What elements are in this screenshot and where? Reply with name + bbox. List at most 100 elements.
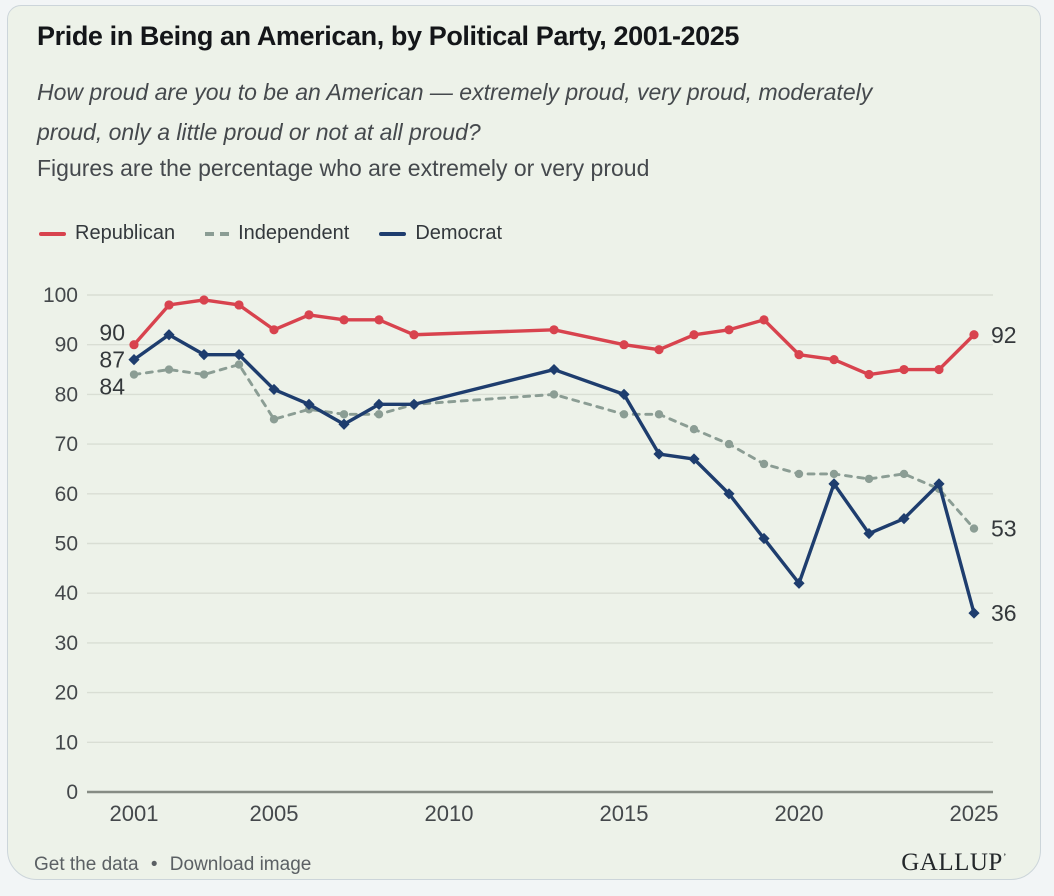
data-point-marker <box>724 325 734 335</box>
y-tick-label: 20 <box>55 682 78 705</box>
data-point-marker <box>549 390 559 399</box>
democrat-line-series <box>128 329 980 619</box>
data-point-marker <box>199 295 209 305</box>
data-point-marker <box>338 418 350 430</box>
data-point-marker <box>828 478 840 490</box>
gallup-trademark: ’ <box>1002 851 1007 864</box>
y-tick-label: 0 <box>66 781 78 804</box>
page-title: Pride in Being an American, by Political… <box>37 21 739 51</box>
data-point-marker <box>933 478 945 490</box>
y-tick-label: 60 <box>55 483 78 506</box>
republican-line-series <box>129 295 979 380</box>
data-point-marker <box>234 360 244 369</box>
y-tick-label: 70 <box>55 433 78 456</box>
subtitle-line-1: How proud are you to be an American — ex… <box>37 79 873 105</box>
data-point-marker <box>829 355 839 365</box>
end-value-label: 53 <box>991 516 1017 542</box>
y-tick-label: 30 <box>55 632 78 655</box>
data-point-marker <box>339 410 349 419</box>
y-tick-label: 90 <box>55 334 78 357</box>
x-tick-label: 2001 <box>110 801 159 826</box>
data-point-marker <box>969 524 979 533</box>
data-point-marker <box>689 424 699 434</box>
data-point-marker <box>269 415 279 424</box>
x-tick-label: 2005 <box>250 801 299 826</box>
x-tick-label: 2025 <box>950 801 999 826</box>
x-axis-labels: 2001 2005 2010 2015 2020 2025 <box>110 801 999 826</box>
data-point-marker <box>304 310 314 320</box>
gallup-logo: GALLUP’ <box>901 849 1007 877</box>
data-point-marker <box>899 469 909 479</box>
data-point-marker <box>759 459 769 469</box>
data-point-marker <box>619 340 629 350</box>
x-tick-label: 2015 <box>600 801 649 826</box>
data-point-marker <box>234 300 244 310</box>
gallup-logo-text: GALLUP <box>901 849 1003 876</box>
x-tick-label: 2020 <box>775 801 824 826</box>
data-point-marker <box>759 315 769 325</box>
data-point-marker <box>374 410 384 419</box>
independent-line-series <box>129 360 979 533</box>
data-point-marker <box>164 300 174 310</box>
x-tick-label: 2010 <box>425 801 474 826</box>
independent-line-swatch-icon <box>205 231 230 236</box>
y-tick-label: 80 <box>55 383 78 406</box>
data-point-marker <box>724 439 734 449</box>
legend-item-democrat: Democrat <box>379 222 502 245</box>
footer-separator: • <box>150 854 158 875</box>
data-point-marker <box>548 363 560 376</box>
data-point-marker <box>968 607 980 619</box>
y-tick-label: 40 <box>55 582 78 605</box>
chart-footer: Get the data • Download image GALLUP’ <box>34 849 1007 877</box>
data-point-marker <box>863 527 875 540</box>
data-point-marker <box>654 410 664 419</box>
data-point-marker <box>898 513 910 525</box>
legend-label-republican: Republican <box>75 222 176 244</box>
data-point-marker <box>269 325 279 335</box>
data-point-marker <box>409 330 419 340</box>
data-point-marker <box>829 469 839 479</box>
end-value-label: 36 <box>991 600 1017 626</box>
data-point-marker <box>164 365 174 374</box>
democrat-line-swatch-icon <box>379 231 407 236</box>
y-tick-label: 50 <box>55 533 78 556</box>
download-image-link[interactable]: Download image <box>169 854 312 875</box>
footer-links: Get the data • Download image <box>34 854 311 876</box>
data-point-marker <box>758 532 770 545</box>
data-point-marker <box>549 325 559 335</box>
legend-label-democrat: Democrat <box>415 222 503 244</box>
chart-note: Figures are the percentage who are extre… <box>37 155 650 181</box>
data-point-marker <box>864 369 874 380</box>
data-point-marker <box>129 370 139 379</box>
data-point-marker <box>864 474 874 484</box>
start-value-label: 87 <box>99 347 125 373</box>
start-value-label: 84 <box>99 374 125 400</box>
data-point-marker <box>688 453 700 465</box>
data-point-marker <box>899 364 909 375</box>
get-the-data-link[interactable]: Get the data <box>34 854 139 875</box>
data-point-marker <box>339 315 349 325</box>
gridlines: 0 10 20 30 40 50 60 70 80 90 100 <box>43 284 993 804</box>
data-point-marker <box>374 315 384 325</box>
data-point-marker <box>794 469 804 479</box>
data-point-marker <box>794 350 804 360</box>
data-point-marker <box>969 330 979 340</box>
chart-subtitle-question: How proud are you to be an American — ex… <box>37 72 872 152</box>
republican-line-swatch-icon <box>39 231 66 236</box>
data-point-marker <box>408 398 420 410</box>
data-point-marker <box>163 329 175 341</box>
legend-item-independent: Independent <box>205 222 349 245</box>
data-point-marker <box>268 383 280 396</box>
data-point-marker <box>689 330 699 340</box>
legend-item-republican: Republican <box>39 222 175 245</box>
y-tick-label: 10 <box>55 731 78 754</box>
chart-card: Pride in Being an American, by Political… <box>7 5 1041 880</box>
data-point-marker <box>654 345 664 355</box>
line-chart: 0 10 20 30 40 50 60 70 80 90 100 2001 2005 2010 2015 20… <box>8 256 1040 836</box>
chart-legend: Republican Independent Democrat <box>39 222 502 245</box>
data-point-marker <box>934 364 944 375</box>
subtitle-line-2: proud, only a little proud or not at all… <box>37 119 481 145</box>
data-point-marker <box>129 340 139 350</box>
